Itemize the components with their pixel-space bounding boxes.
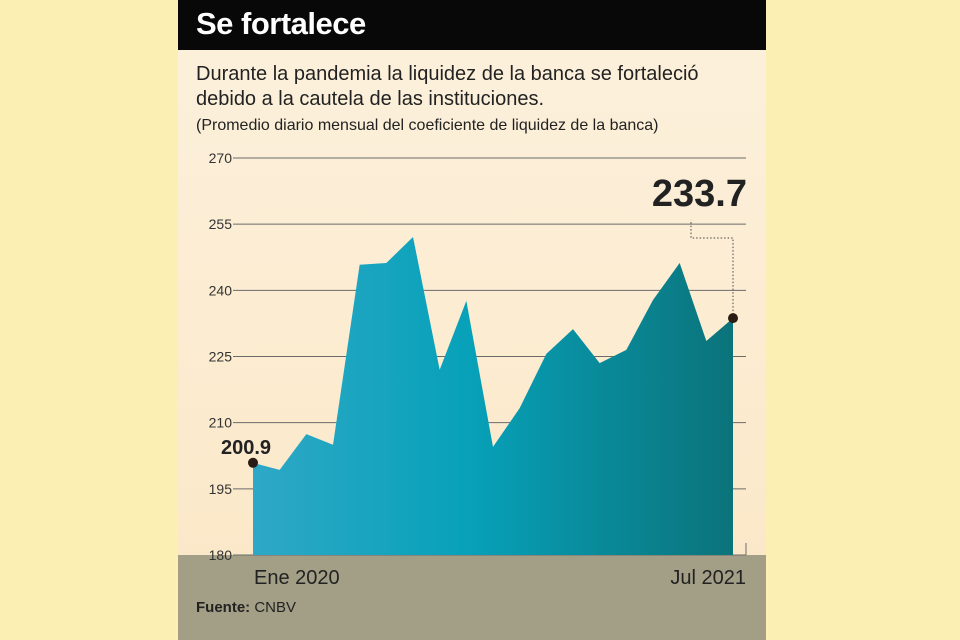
y-tick-label: 255 bbox=[209, 216, 233, 232]
x-label-start: Ene 2020 bbox=[254, 567, 340, 589]
data-point-first bbox=[248, 457, 258, 468]
x-label-end: Jul 2021 bbox=[670, 567, 746, 589]
footer-band: Ene 2020 Jul 2021 Fuente: CNBV bbox=[178, 555, 766, 640]
data-label-first: 200.9 bbox=[221, 437, 271, 459]
area-chart: 270 255 240 225 210 195 180 200.9 233.7 bbox=[209, 150, 747, 563]
y-tick-label: 270 bbox=[209, 150, 233, 166]
data-label-last: 233.7 bbox=[652, 173, 747, 215]
leader-line bbox=[690, 220, 734, 319]
chart-note: (Promedio diario mensual del coeficiente… bbox=[196, 117, 659, 134]
source-label: Fuente: bbox=[196, 599, 251, 616]
chart-title: Se fortalece bbox=[196, 6, 366, 41]
source: Fuente: CNBV bbox=[196, 599, 296, 616]
chart-subtitle: Durante la pandemia la liquidez de la ba… bbox=[196, 63, 699, 110]
infographic-panel: Se fortalece Durante la pandemia la liqu… bbox=[178, 0, 766, 640]
y-tick-label: 240 bbox=[209, 282, 233, 298]
data-point-last bbox=[728, 313, 738, 324]
y-tick-label: 180 bbox=[209, 547, 233, 563]
area-series bbox=[253, 236, 733, 555]
y-tick-label: 210 bbox=[209, 415, 233, 431]
source-value: CNBV bbox=[254, 599, 297, 616]
y-tick-label: 195 bbox=[209, 481, 233, 497]
y-tick-label: 225 bbox=[209, 349, 233, 365]
title-bar: Se fortalece bbox=[178, 0, 766, 50]
